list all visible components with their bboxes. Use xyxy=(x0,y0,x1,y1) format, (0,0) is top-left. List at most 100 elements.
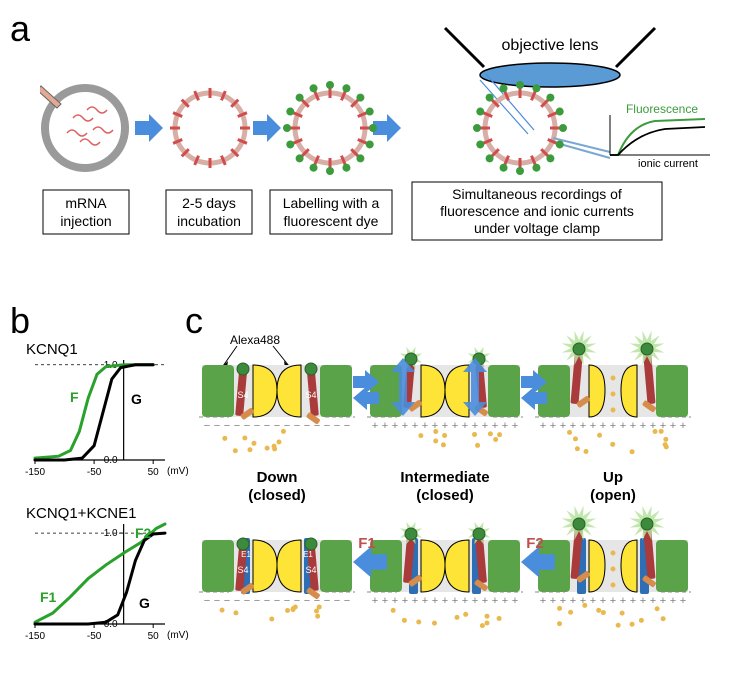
svg-text:+: + xyxy=(620,595,626,607)
step-label-boxes: mRNA injection 2-5 days incubation Label… xyxy=(43,182,662,240)
svg-text:+: + xyxy=(422,595,428,607)
svg-text:+: + xyxy=(670,595,676,607)
svg-text:+: + xyxy=(382,420,388,432)
svg-text:Alexa488: Alexa488 xyxy=(230,333,280,347)
svg-text:+: + xyxy=(502,595,508,607)
svg-text:−: − xyxy=(234,420,240,432)
step-4-cell xyxy=(485,93,610,163)
step-1-cell xyxy=(40,86,125,168)
svg-text:+: + xyxy=(630,595,636,607)
svg-text:Intermediate: Intermediate xyxy=(400,469,489,486)
svg-text:+: + xyxy=(412,420,418,432)
ionic-current-label: ionic current xyxy=(638,158,698,170)
svg-text:−: − xyxy=(294,420,300,432)
svg-text:F2: F2 xyxy=(526,535,544,552)
svg-text:+: + xyxy=(670,420,676,432)
svg-text:+: + xyxy=(560,420,566,432)
svg-text:+: + xyxy=(492,420,498,432)
svg-text:−: − xyxy=(304,595,310,607)
svg-text:+: + xyxy=(640,420,646,432)
svg-text:Down: Down xyxy=(257,469,298,486)
svg-text:Simultaneous recordings of: Simultaneous recordings of xyxy=(452,186,622,202)
svg-text:−: − xyxy=(244,595,250,607)
svg-text:+: + xyxy=(452,420,458,432)
svg-text:Labelling with a: Labelling with a xyxy=(283,195,380,211)
svg-text:F1: F1 xyxy=(358,535,376,552)
svg-text:S4: S4 xyxy=(305,390,316,400)
svg-text:−: − xyxy=(284,595,290,607)
svg-text:+: + xyxy=(600,595,606,607)
svg-text:E1: E1 xyxy=(241,550,251,559)
svg-text:−: − xyxy=(344,420,350,432)
svg-text:F1: F1 xyxy=(40,589,57,605)
svg-text:injection: injection xyxy=(60,213,111,229)
svg-text:−: − xyxy=(324,595,330,607)
svg-text:+: + xyxy=(570,595,576,607)
svg-text:+: + xyxy=(660,595,666,607)
svg-text:-150: -150 xyxy=(25,631,45,642)
svg-text:+: + xyxy=(550,420,556,432)
svg-text:+: + xyxy=(560,595,566,607)
panel-c-svg: Alexa488−−−−−−−−−−−−−−−S4S4+++++++++++++… xyxy=(195,330,735,680)
svg-text:+: + xyxy=(372,595,378,607)
svg-text:under voltage clamp: under voltage clamp xyxy=(474,220,600,236)
svg-text:−: − xyxy=(274,420,280,432)
svg-text:G: G xyxy=(139,595,150,611)
svg-text:+: + xyxy=(502,420,508,432)
svg-text:+: + xyxy=(372,420,378,432)
svg-text:+: + xyxy=(540,420,546,432)
svg-text:+: + xyxy=(600,420,606,432)
svg-text:−: − xyxy=(204,595,210,607)
svg-text:+: + xyxy=(550,595,556,607)
recording-trace: Fluorescence ionic current xyxy=(610,102,710,170)
panel-a-label: a xyxy=(10,8,30,50)
svg-text:+: + xyxy=(422,420,428,432)
svg-text:−: − xyxy=(274,595,280,607)
svg-text:+: + xyxy=(680,595,686,607)
svg-text:+: + xyxy=(620,420,626,432)
svg-text:−: − xyxy=(224,595,230,607)
svg-text:(mV): (mV) xyxy=(167,630,189,641)
svg-text:+: + xyxy=(382,595,388,607)
panel-a-svg: objective lens xyxy=(40,20,730,300)
svg-text:(closed): (closed) xyxy=(248,487,306,504)
svg-text:50: 50 xyxy=(148,631,160,642)
objective-lens-label: objective lens xyxy=(502,37,599,54)
svg-text:+: + xyxy=(442,595,448,607)
svg-text:+: + xyxy=(640,595,646,607)
svg-text:fluorescent dye: fluorescent dye xyxy=(284,213,379,229)
svg-text:+: + xyxy=(540,595,546,607)
svg-text:−: − xyxy=(214,420,220,432)
svg-text:1.0: 1.0 xyxy=(104,528,118,539)
svg-text:(closed): (closed) xyxy=(416,487,474,504)
svg-text:+: + xyxy=(392,420,398,432)
svg-text:fluorescence and ionic current: fluorescence and ionic currents xyxy=(440,203,634,219)
svg-text:mRNA: mRNA xyxy=(65,195,107,211)
svg-text:+: + xyxy=(432,595,438,607)
svg-text:+: + xyxy=(392,595,398,607)
svg-text:+: + xyxy=(482,595,488,607)
panel-b-label: b xyxy=(10,300,30,342)
svg-text:+: + xyxy=(610,420,616,432)
svg-text:G: G xyxy=(131,391,142,407)
svg-text:−: − xyxy=(334,420,340,432)
svg-text:−: − xyxy=(344,595,350,607)
svg-text:−: − xyxy=(254,420,260,432)
kcnq1-title: KCNQ1 xyxy=(26,341,78,358)
svg-text:+: + xyxy=(452,595,458,607)
svg-text:+: + xyxy=(650,595,656,607)
svg-text:+: + xyxy=(472,420,478,432)
svg-text:(open): (open) xyxy=(590,487,636,504)
svg-text:+: + xyxy=(580,420,586,432)
svg-text:−: − xyxy=(234,595,240,607)
svg-text:F: F xyxy=(70,389,79,405)
svg-text:+: + xyxy=(680,420,686,432)
svg-text:-50: -50 xyxy=(87,631,102,642)
svg-text:incubation: incubation xyxy=(177,213,241,229)
svg-text:−: − xyxy=(304,420,310,432)
svg-text:+: + xyxy=(512,595,518,607)
svg-text:S4: S4 xyxy=(237,565,248,575)
arrow-step-2-3 xyxy=(253,114,281,142)
objective-lens: objective lens xyxy=(445,28,655,134)
svg-text:+: + xyxy=(462,420,468,432)
